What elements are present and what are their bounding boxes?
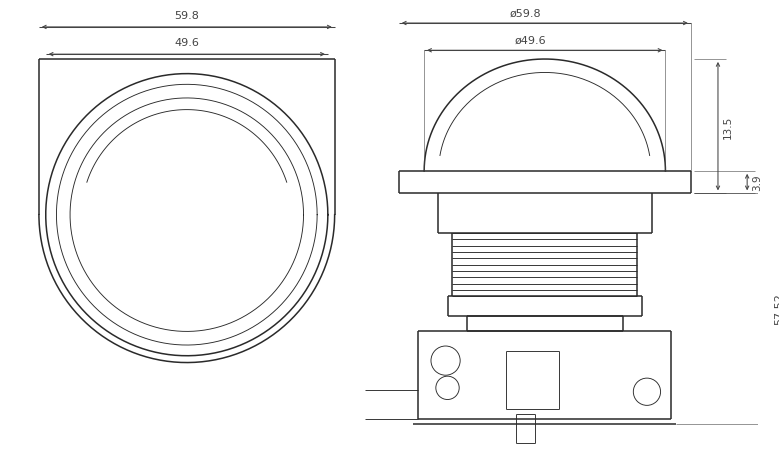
Text: 49.6: 49.6 bbox=[174, 38, 199, 48]
Text: ø49.6: ø49.6 bbox=[514, 35, 546, 46]
Text: 3.9: 3.9 bbox=[752, 175, 762, 191]
Text: 13.5: 13.5 bbox=[723, 115, 733, 138]
Text: 57.52: 57.52 bbox=[774, 293, 779, 325]
Text: ø59.8: ø59.8 bbox=[509, 8, 541, 18]
Text: 59.8: 59.8 bbox=[174, 11, 199, 21]
